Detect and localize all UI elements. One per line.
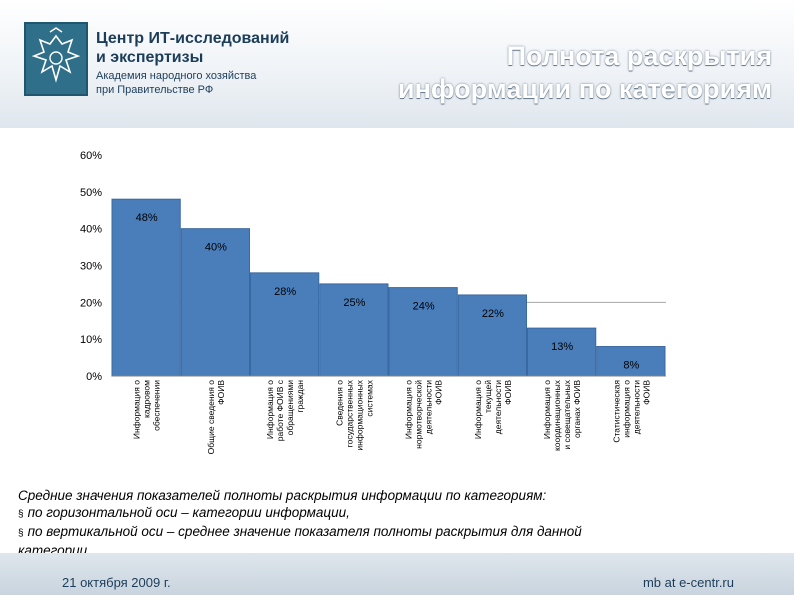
y-tick-label: 10%: [80, 334, 102, 346]
category-label-line: Информация о: [404, 380, 414, 439]
category-label-line: Информация о: [132, 380, 142, 439]
data-label: 40%: [205, 242, 227, 254]
category-label-line: деятельности: [631, 380, 641, 434]
caption-bullet-1: § по горизонтальной оси – категории инфор…: [18, 504, 718, 523]
category-label: Сведения о государственных информационных с…: [334, 379, 374, 450]
footer-band: [0, 553, 794, 595]
bar: [527, 327, 597, 377]
category-label-line: государственных: [344, 379, 354, 447]
logo-org-name-2: и экспертизы: [96, 49, 204, 66]
category-label: Информация о координационных и совещательн…: [542, 379, 582, 451]
data-label: 25%: [343, 297, 365, 309]
category-label-line: Общие сведения о: [206, 380, 216, 455]
slide-title-line-1: Полнота раскрытия: [506, 41, 772, 71]
category-label: Информация о нормотворческой деятельности Ф…: [404, 380, 444, 449]
logo-subtitle: Академия народного хозяйства: [96, 70, 257, 82]
category-label-line: Сведения о: [334, 380, 344, 426]
category-label-line: граждан: [295, 380, 305, 413]
bar-chart: 0% 10% 20% 30% 40% 50% 60% 48% 40% 28% 25% 24% 22% 13…: [80, 150, 666, 455]
footer-site: mb at e-centr.ru: [642, 575, 734, 590]
slide-title: Полнота раскрытия информации по категори…: [300, 40, 772, 106]
category-label-line: обращениями: [285, 380, 295, 436]
caption-bullet-1-text: по горизонтальной оси – категории информ…: [27, 505, 350, 520]
category-label-line: ФОИВ: [216, 380, 226, 405]
category-label-line: Статистическая: [611, 380, 621, 443]
category-label-line: ФОИВ: [503, 380, 513, 405]
bar: [388, 287, 458, 377]
category-label-line: Информация о: [473, 380, 483, 439]
y-tick-label: 60%: [80, 150, 102, 162]
category-label: Информация о работе ФОИВ с обращениями граж…: [265, 379, 305, 441]
category-label-line: деятельности: [424, 380, 434, 434]
bar: [596, 346, 666, 377]
category-label: Информация о текущей деятельности ФОИВ: [473, 380, 513, 439]
logo-subtitle-2: при Правительстве РФ: [96, 84, 214, 96]
category-label-line: информация о: [621, 380, 631, 438]
category-label-line: системах: [364, 379, 374, 416]
category-label-line: деятельности: [493, 380, 503, 434]
category-label-line: текущей: [483, 380, 493, 413]
category-label-line: Информация о: [542, 380, 552, 439]
caption-bullet-2-text: по вертикальной оси – среднее значение п…: [27, 524, 582, 539]
category-label-line: обеспечении: [152, 380, 162, 431]
logo-org-name: Центр ИТ-исследований: [96, 30, 290, 47]
category-label-line: координационных: [552, 379, 562, 451]
category-label-line: нормотворческой: [414, 380, 424, 449]
y-tick-label: 0%: [86, 371, 102, 383]
caption: Средние значения показателей полноты рас…: [18, 487, 718, 559]
category-label: Статистическая информация о деятельности ФО…: [611, 380, 651, 443]
bullet-icon: §: [18, 509, 24, 520]
eagle-emblem-icon: [24, 22, 88, 96]
y-tick-label: 20%: [80, 297, 102, 309]
caption-bullet-2: § по вертикальной оси – среднее значение …: [18, 523, 718, 542]
data-label: 22%: [482, 308, 504, 320]
data-label: 8%: [623, 360, 639, 372]
category-label: Общие сведения о ФОИВ: [206, 380, 226, 455]
logo: Центр ИТ-исследований и экспертизы Акаде…: [24, 22, 289, 100]
bar: [111, 198, 181, 377]
data-label: 24%: [413, 301, 435, 313]
bar: [180, 228, 250, 377]
bar: [319, 283, 389, 377]
bar: [457, 294, 527, 377]
y-tick-label: 50%: [80, 187, 102, 199]
category-label-line: и совещательных: [562, 379, 572, 449]
category-label-line: работе ФОИВ с: [275, 379, 285, 441]
y-tick-label: 40%: [80, 224, 102, 236]
category-label-line: ФОИВ: [641, 380, 651, 405]
category-label-line: органах ФОИВ: [572, 380, 582, 438]
data-label: 28%: [274, 286, 296, 298]
bullet-icon: §: [18, 528, 24, 539]
caption-intro: Средние значения показателей полноты рас…: [18, 488, 547, 503]
y-tick-label: 30%: [80, 261, 102, 273]
category-label-line: кадровом: [142, 380, 152, 418]
header-band: [0, 0, 794, 128]
category-label-line: ФОИВ: [434, 380, 444, 405]
category-label-line: информационных: [354, 379, 364, 450]
data-label: 13%: [551, 341, 573, 353]
slide-title-line-2: информации по категориям: [397, 74, 772, 104]
footer-date: 21 октября 2009 г.: [62, 575, 171, 590]
data-label: 48%: [136, 212, 158, 224]
category-label-line: Информация о: [265, 380, 275, 439]
category-label: Информация о кадровом обеспечении: [132, 380, 162, 439]
